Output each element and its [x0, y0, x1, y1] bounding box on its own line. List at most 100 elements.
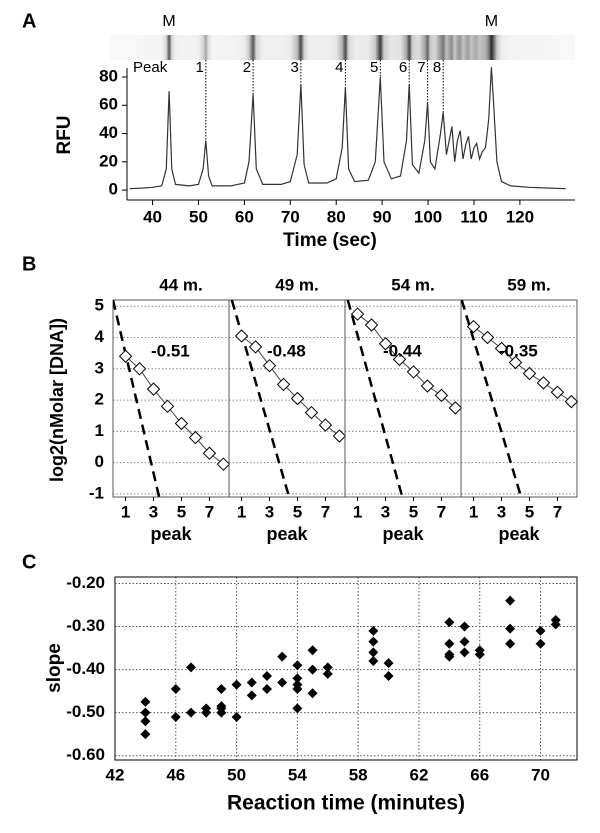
point: [322, 662, 333, 673]
point: [246, 677, 257, 688]
point: [535, 625, 546, 636]
y-tick-label: -0.40: [66, 659, 105, 678]
slope-label: -0.35: [499, 341, 538, 360]
y-tick-label: 80: [99, 66, 118, 85]
x-tick-label: 54: [288, 765, 307, 784]
x-tick-label: 58: [349, 765, 368, 784]
x-tick-label: 70: [531, 765, 550, 784]
mean-marker: [304, 405, 319, 420]
mean-marker: [364, 318, 379, 332]
peak-label: 8: [433, 59, 441, 76]
mean-marker: [420, 379, 435, 393]
x-axis-title: peak: [498, 524, 540, 544]
peak-label: 4: [335, 59, 343, 76]
mean-marker: [160, 399, 175, 414]
y-tick-label: 40: [99, 123, 118, 142]
point: [185, 707, 196, 718]
x-tick-label: 62: [409, 765, 428, 784]
point: [216, 707, 227, 718]
mean-marker: [318, 418, 333, 432]
y-tick-label: 0: [95, 452, 104, 471]
panel-frame: [460, 299, 578, 498]
point: [201, 707, 212, 718]
x-axis-title: peak: [150, 524, 192, 544]
y-tick-label: 3: [95, 358, 104, 377]
panel-label: B: [22, 253, 36, 275]
y-tick-label: 4: [95, 327, 105, 346]
peak-label: 5: [370, 59, 378, 76]
mean-marker: [480, 330, 495, 345]
point: [444, 638, 455, 649]
panel-title: 54 m.: [391, 275, 434, 294]
x-tick-label: 50: [227, 765, 246, 784]
point: [140, 707, 151, 718]
mean-marker: [392, 352, 407, 367]
y-axis-title: log2(nMolar [DNA]): [47, 318, 67, 482]
point: [535, 638, 546, 649]
panel-frame: [112, 299, 230, 498]
mean-marker: [132, 362, 147, 376]
y-axis-title: slope: [44, 643, 65, 693]
mean-marker: [550, 385, 565, 399]
slope-label: -0.48: [267, 341, 306, 360]
point: [231, 711, 242, 722]
point: [277, 651, 288, 662]
x-tick-label: 7: [321, 502, 330, 521]
x-tick-label: 7: [205, 502, 214, 521]
point: [216, 683, 227, 694]
gel-strip: [110, 35, 575, 60]
point: [444, 651, 455, 662]
point: [261, 671, 272, 682]
trace-line: [129, 67, 566, 190]
point: [292, 703, 303, 714]
x-tick-label: 120: [506, 207, 534, 226]
point: [383, 671, 394, 682]
mean-marker: [202, 446, 217, 460]
x-tick-label: 3: [265, 502, 274, 521]
y-tick-label: 5: [95, 296, 104, 315]
point: [368, 636, 379, 647]
mean-marker: [494, 341, 509, 356]
panel-title: 59 m.: [507, 275, 550, 294]
mean-marker: [406, 365, 421, 379]
x-tick-label: 3: [497, 502, 506, 521]
point: [307, 645, 318, 656]
marker-label: M: [485, 13, 498, 30]
x-tick-label: 7: [553, 502, 562, 521]
y-tick-label: 2: [95, 390, 104, 409]
point: [261, 683, 272, 694]
y-tick-label: -0.50: [66, 702, 105, 721]
panel-title: 44 m.: [159, 275, 202, 294]
point: [307, 664, 318, 675]
plot-frame: [114, 576, 578, 761]
point: [368, 655, 379, 666]
mean-marker: [146, 382, 161, 396]
point: [459, 647, 470, 658]
peak-label: 7: [417, 59, 425, 76]
peak-label: 2: [243, 59, 251, 76]
y-tick-label: -0.60: [66, 745, 105, 764]
point: [474, 649, 485, 660]
x-tick-label: 5: [409, 502, 418, 521]
x-tick-label: 1: [353, 502, 362, 521]
panel-title: 49 m.: [275, 275, 318, 294]
x-tick-label: 40: [143, 207, 162, 226]
point: [307, 688, 318, 699]
slope-label: -0.51: [151, 341, 190, 360]
y-axis-title: RFU: [54, 115, 75, 154]
x-axis-title: Time (sec): [283, 230, 377, 251]
point: [505, 595, 516, 606]
point: [444, 617, 455, 628]
peak-label: 6: [399, 59, 407, 76]
slope-label: -0.44: [383, 341, 422, 360]
mean-marker: [350, 307, 365, 321]
x-tick-label: 110: [460, 207, 487, 226]
x-tick-label: 5: [293, 502, 302, 521]
y-tick-label: 1: [95, 421, 104, 440]
mean-marker: [248, 340, 263, 354]
mean-marker: [262, 358, 277, 373]
mean-marker: [234, 329, 249, 343]
point: [292, 683, 303, 694]
